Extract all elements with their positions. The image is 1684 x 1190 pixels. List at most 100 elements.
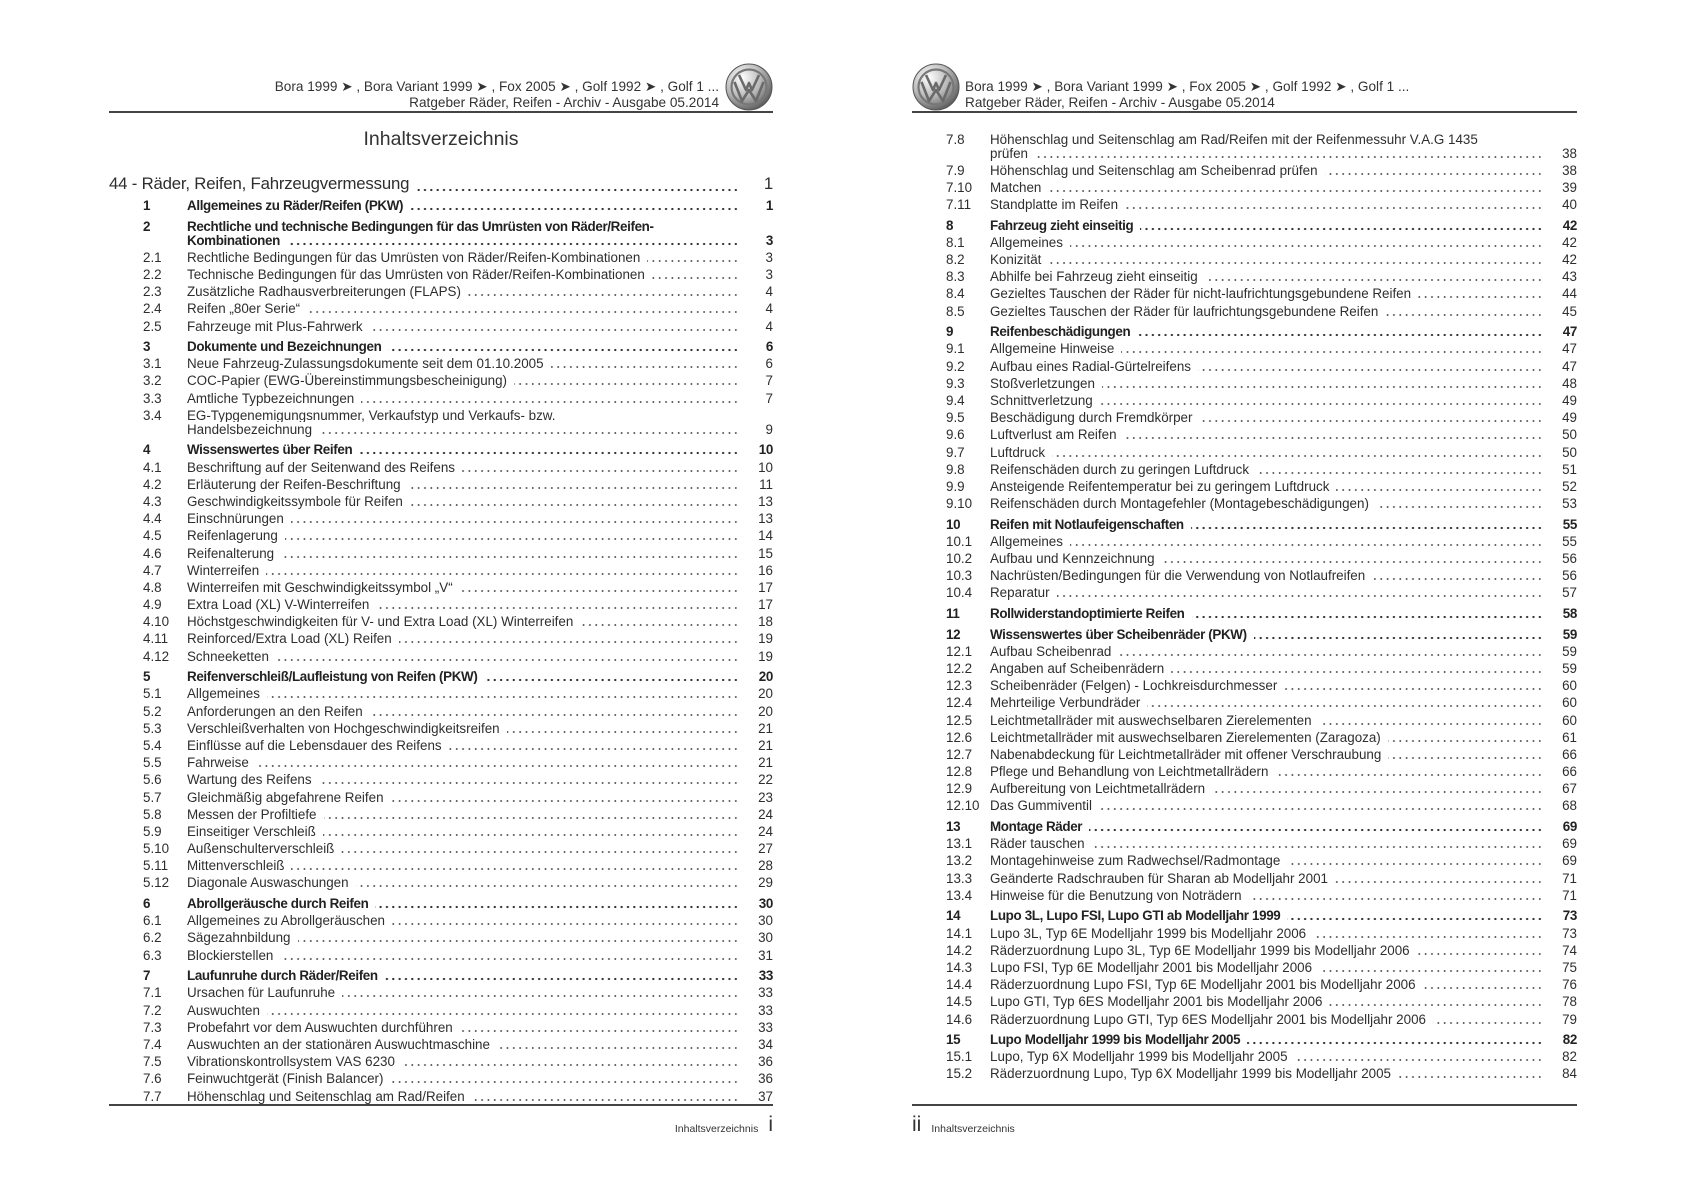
toc-entry[interactable]: 9.6 Luftverlust am Reifen 50: [912, 427, 1577, 444]
toc-entry[interactable]: 13.3 Geänderte Radschrauben für Sharan ab…: [912, 870, 1577, 887]
entry-title[interactable]: Mittenverschleiß: [187, 858, 292, 874]
toc-section[interactable]: 10 Reifen mit Notlaufeigenschaften 55: [912, 516, 1577, 533]
entry-title[interactable]: Ursachen für Laufunruhe: [187, 985, 343, 1001]
entry-title[interactable]: Fahrweise: [187, 755, 256, 771]
toc-section[interactable]: 2 Rechtliche und technische Bedingungen f…: [109, 218, 773, 249]
toc-section[interactable]: 3 Dokumente und Bezeichnungen 6: [109, 338, 773, 355]
toc-entry[interactable]: 2.3 Zusätzliche Radhausverbreiterungen (F…: [109, 284, 773, 301]
entry-title[interactable]: Blockierstellen: [187, 947, 281, 963]
entry-title[interactable]: Lupo FSI, Typ 6E Modelljahr 2001 bis Mod…: [990, 959, 1320, 975]
entry-title[interactable]: Reifenschäden durch zu geringen Luftdruc…: [990, 461, 1257, 477]
entry-title[interactable]: Probefahrt vor dem Auswuchten durchführe…: [187, 1019, 460, 1035]
entry-title[interactable]: Abhilfe bei Fahrzeug zieht einseitig: [990, 269, 1205, 285]
toc-section[interactable]: 11 Rollwiderstandoptimierte Reifen 58: [912, 605, 1577, 622]
toc-entry[interactable]: 3.3 Amtliche Typbezeichnungen 7: [109, 390, 773, 407]
entry-title[interactable]: Gezieltes Tauschen der Räder für laufric…: [990, 303, 1386, 319]
entry-title[interactable]: Winterreifen mit Geschwindigkeitssymbol …: [187, 579, 460, 595]
toc-entry[interactable]: 5.1 Allgemeines 20: [109, 686, 773, 703]
toc-entry[interactable]: 6.3 Blockierstellen 31: [109, 947, 773, 964]
toc-section[interactable]: 9 Reifenbeschädigungen 47: [912, 324, 1577, 341]
toc-entry[interactable]: 8.2 Konizität 42: [912, 252, 1577, 269]
entry-title[interactable]: Allgemeines: [187, 686, 267, 702]
toc-entry[interactable]: 9.2 Aufbau eines Radial-Gürtelreifens 47: [912, 358, 1577, 375]
entry-title[interactable]: Rollwiderstandoptimierte Reifen: [990, 606, 1192, 622]
toc-entry[interactable]: 14.2 Räderzuordnung Lupo 3L, Typ 6E Model…: [912, 942, 1577, 959]
toc-entry[interactable]: 12.8 Pflege und Behandlung von Leichtmeta…: [912, 764, 1577, 781]
toc-entry[interactable]: 4.1 Beschriftung auf der Seitenwand des R…: [109, 459, 773, 476]
toc-entry[interactable]: 3.2 COC-Papier (EWG-Übereinstimmungsbesch…: [109, 373, 773, 390]
entry-title[interactable]: Scheibenräder (Felgen) - Lochkreisdurchm…: [990, 678, 1285, 694]
toc-entry[interactable]: 5.11 Mittenverschleiß 28: [109, 858, 773, 875]
entry-title[interactable]: Reinforced/Extra Load (XL) Reifen: [187, 631, 399, 647]
entry-title[interactable]: Mehrteilige Verbundräder: [990, 695, 1148, 711]
entry-title[interactable]: Reifenschäden durch Montagefehler (Monta…: [990, 496, 1376, 512]
toc-entry[interactable]: 4.7 Winterreifen 16: [109, 562, 773, 579]
entry-title[interactable]: Räder tauschen: [990, 836, 1092, 852]
toc-entry[interactable]: 9.9 Ansteigende Reifentemperatur bei zu g…: [912, 478, 1577, 495]
entry-title[interactable]: Allgemeines: [990, 234, 1070, 250]
entry-title[interactable]: Erläuterung der Reifen-Beschriftung: [187, 476, 408, 492]
entry-title[interactable]: Reifenlagerung: [187, 528, 285, 544]
entry-title[interactable]: Auswuchten an der stationären Auswuchtma…: [187, 1036, 497, 1052]
entry-title[interactable]: Luftverlust am Reifen: [990, 427, 1124, 443]
toc-entry[interactable]: 7.8 Höhenschlag und Seitenschlag am Rad/R…: [912, 131, 1577, 162]
entry-title[interactable]: COC-Papier (EWG-Übereinstimmungsbeschein…: [187, 373, 515, 389]
toc-entry[interactable]: 12.1 Aufbau Scheibenrad 59: [912, 643, 1577, 660]
toc-entry[interactable]: 7.2 Auswuchten 33: [109, 1002, 773, 1019]
toc-entry[interactable]: 4.3 Geschwindigkeitssymbole für Reifen 13: [109, 493, 773, 510]
toc-section[interactable]: 12 Wissenswertes über Scheibenräder (PKW)…: [912, 626, 1577, 643]
entry-title[interactable]: Gleichmäßig abgefahrene Reifen: [187, 789, 391, 805]
entry-title[interactable]: Einseitiger Verschleiß: [187, 823, 323, 839]
toc-section[interactable]: 6 Abrollgeräusche durch Reifen 30: [109, 895, 773, 912]
entry-title[interactable]: Außenschulterverschleiß: [187, 841, 342, 857]
toc-entry[interactable]: 14.4 Räderzuordnung Lupo FSI, Typ 6E Mode…: [912, 977, 1577, 994]
toc-section[interactable]: 4 Wissenswertes über Reifen 10: [109, 442, 773, 459]
toc-entry[interactable]: 5.2 Anforderungen an den Reifen 20: [109, 703, 773, 720]
toc-entry[interactable]: 12.9 Aufbereitung von Leichtmetallrädern 6…: [912, 781, 1577, 798]
entry-title[interactable]: Nabenabdeckung für Leichtmetallräder mit…: [990, 746, 1389, 762]
toc-entry[interactable]: 12.3 Scheibenräder (Felgen) - Lochkreisdu…: [912, 678, 1577, 695]
entry-title[interactable]: Lupo 3L, Lupo FSI, Lupo GTI ab Modelljah…: [990, 908, 1288, 924]
entry-title[interactable]: Rechtliche Bedingungen für das Umrüsten …: [187, 249, 648, 265]
entry-title[interactable]: Räderzuordnung Lupo GTI, Typ 6ES Modellj…: [990, 1011, 1433, 1027]
toc-entry[interactable]: 4.2 Erläuterung der Reifen-Beschriftung 11: [109, 476, 773, 493]
toc-entry[interactable]: 9.4 Schnittverletzung 49: [912, 392, 1577, 409]
toc-entry[interactable]: 4.8 Winterreifen mit Geschwindigkeitssymb…: [109, 579, 773, 596]
entry-title[interactable]: Schneeketten: [187, 648, 276, 664]
toc-section[interactable]: 1 Allgemeines zu Räder/Reifen (PKW) 1: [109, 197, 773, 214]
entry-title[interactable]: Zusätzliche Radhausverbreiterungen (FLAP…: [187, 284, 468, 300]
entry-title[interactable]: Montagehinweise zum Radwechsel/Radmontag…: [990, 853, 1288, 869]
toc-entry[interactable]: 7.7 Höhenschlag und Seitenschlag am Rad/R…: [109, 1088, 773, 1105]
entry-title[interactable]: Dokumente und Bezeichnungen: [187, 339, 389, 355]
entry-title[interactable]: Wissenswertes über Scheibenräder (PKW): [990, 626, 1254, 642]
toc-entry[interactable]: 8.5 Gezieltes Tauschen der Räder für lauf…: [912, 303, 1577, 320]
toc-entry[interactable]: 4.4 Einschnürungen 13: [109, 511, 773, 528]
entry-title[interactable]: Fahrzeuge mit Plus-Fahrwerk: [187, 318, 370, 334]
toc-entry[interactable]: 15.2 Räderzuordnung Lupo, Typ 6X Modellja…: [912, 1066, 1577, 1083]
toc-entry[interactable]: 9.10 Reifenschäden durch Montagefehler (M…: [912, 496, 1577, 513]
toc-entry[interactable]: 10.2 Aufbau und Kennzeichnung 56: [912, 550, 1577, 567]
toc-entry[interactable]: 3.4 EG-Typgenemigungsnummer, Verkaufstyp …: [109, 407, 773, 438]
entry-title[interactable]: Reifenalterung: [187, 545, 282, 561]
toc-entry[interactable]: 5.7 Gleichmäßig abgefahrene Reifen 23: [109, 789, 773, 806]
entry-title[interactable]: Neue Fahrzeug-Zulassungsdokumente seit d…: [187, 356, 551, 372]
toc-entry[interactable]: 6.1 Allgemeines zu Abrollgeräuschen 30: [109, 913, 773, 930]
toc-entry[interactable]: 12.10 Das Gummiventil 68: [912, 798, 1577, 815]
toc-entry[interactable]: 7.9 Höhenschlag und Seitenschlag am Schei…: [912, 162, 1577, 179]
toc-section[interactable]: 15 Lupo Modelljahr 1999 bis Modelljahr 20…: [912, 1032, 1577, 1049]
entry-title[interactable]: Einschnürungen: [187, 511, 291, 527]
toc-entry[interactable]: 5.3 Verschleißverhalten von Hochgeschwind…: [109, 720, 773, 737]
entry-title[interactable]: Verschleißverhalten von Hochgeschwindigk…: [187, 720, 507, 736]
toc-entry[interactable]: 4.5 Reifenlagerung 14: [109, 528, 773, 545]
entry-title[interactable]: Gezieltes Tauschen der Räder für nicht-l…: [990, 286, 1419, 302]
entry-title[interactable]: Angaben auf Scheibenrädern: [990, 660, 1172, 676]
entry-title[interactable]: Das Gummiventil: [990, 798, 1099, 814]
toc-section[interactable]: 7 Laufunruhe durch Räder/Reifen 33: [109, 968, 773, 985]
entry-title[interactable]: Reifen mit Notlaufeigenschaften: [990, 516, 1191, 532]
entry-title[interactable]: Lupo Modelljahr 1999 bis Modelljahr 2005: [990, 1032, 1248, 1048]
entry-title[interactable]: Ansteigende Reifentemperatur bei zu geri…: [990, 478, 1337, 494]
toc-section[interactable]: 14 Lupo 3L, Lupo FSI, Lupo GTI ab Modellj…: [912, 908, 1577, 925]
entry-title[interactable]: Abrollgeräusche durch Reifen: [187, 896, 376, 912]
entry-title[interactable]: Luftdruck: [990, 444, 1053, 460]
entry-title[interactable]: Konizität: [990, 252, 1049, 268]
